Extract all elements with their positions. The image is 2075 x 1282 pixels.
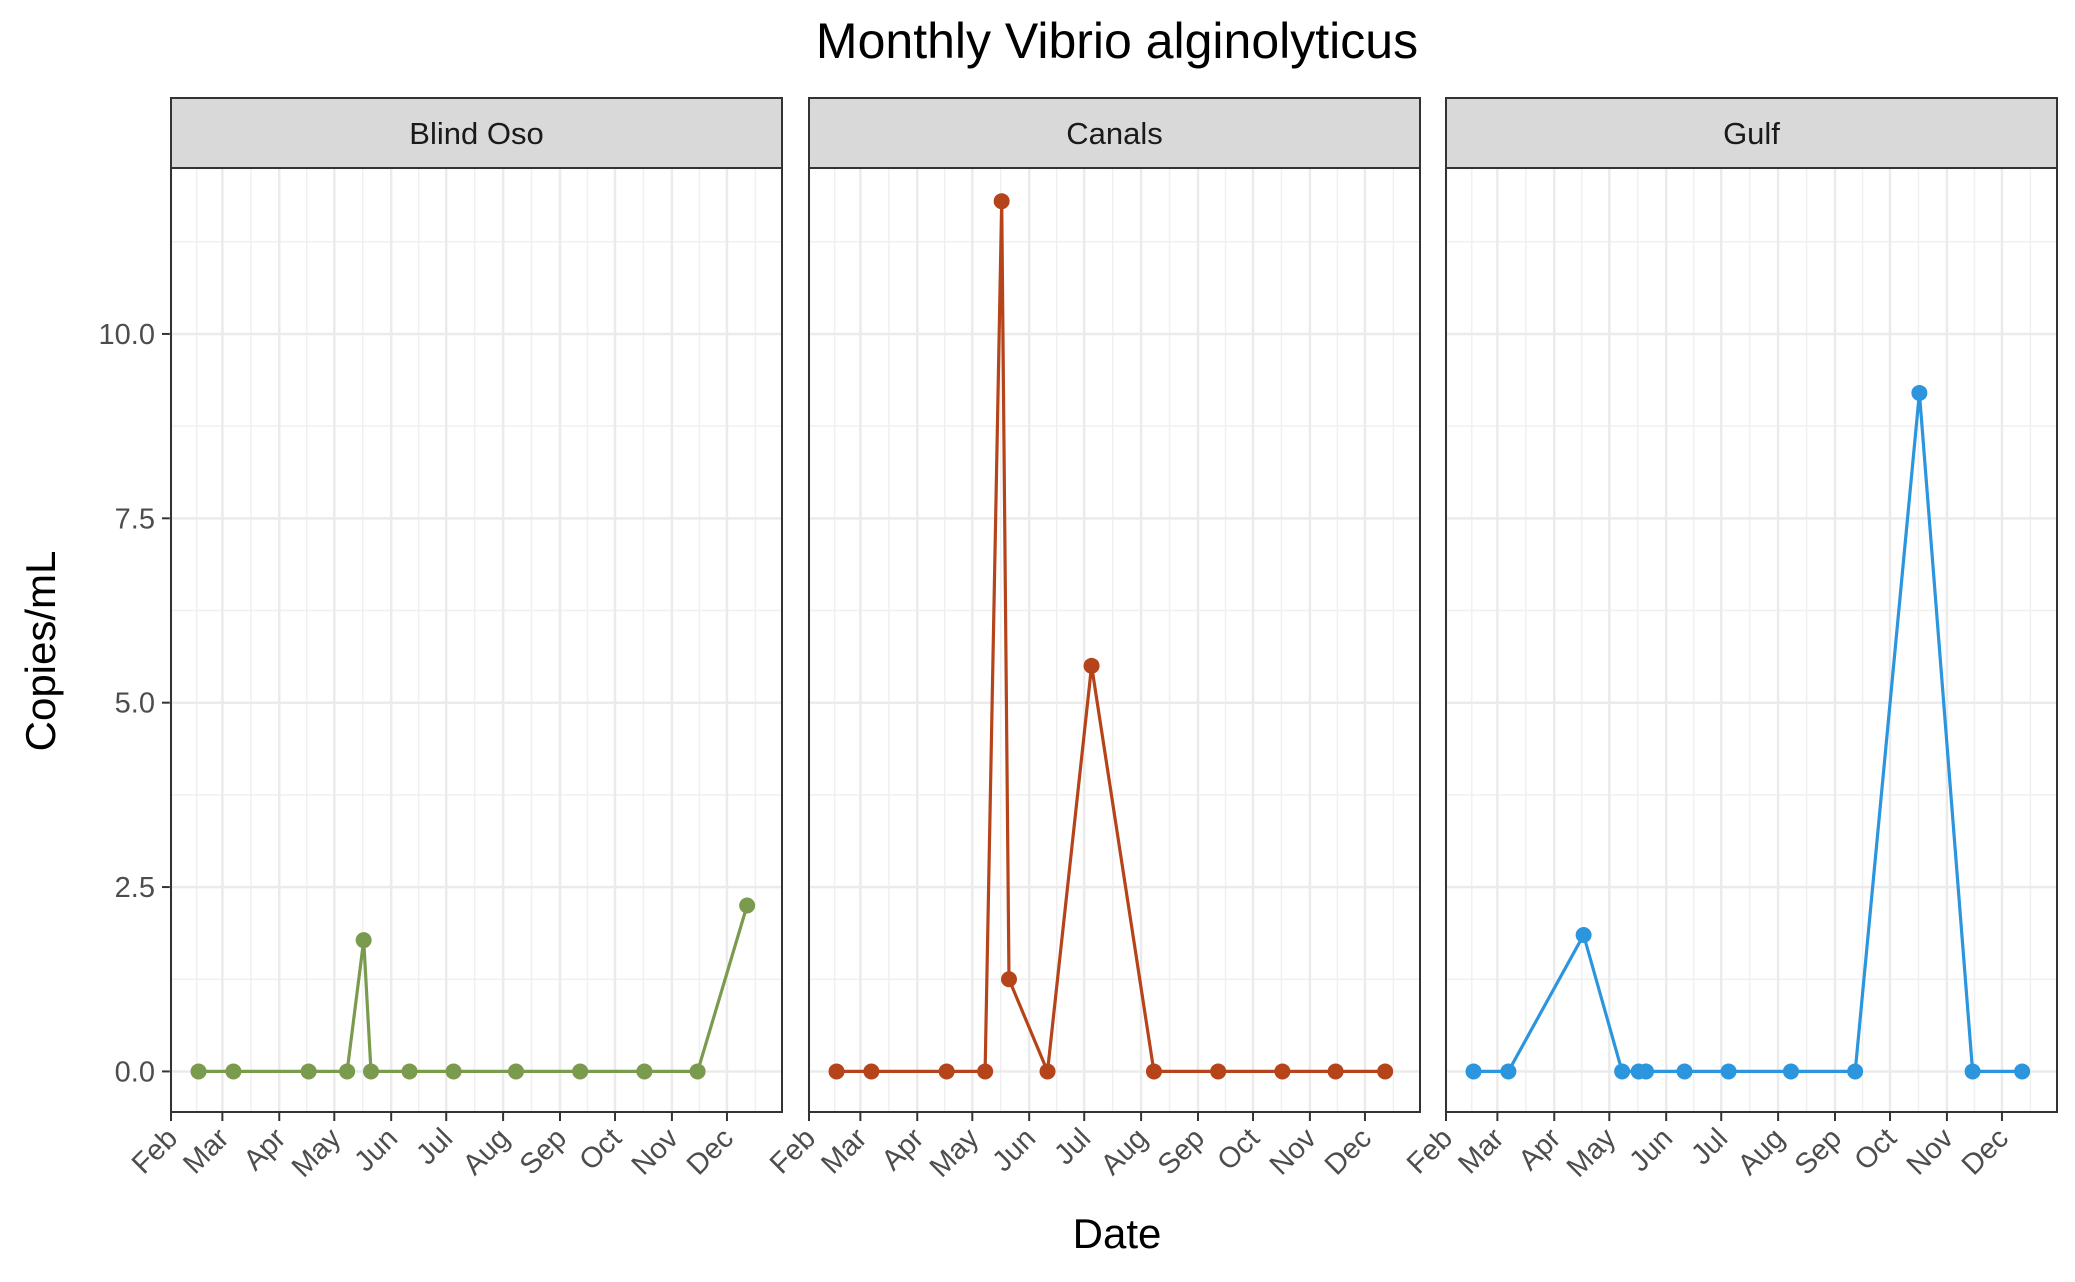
x-tick-label: Feb: [1401, 1122, 1459, 1180]
data-point: [1083, 657, 1100, 674]
data-point: [938, 1063, 955, 1080]
data-point: [828, 1063, 845, 1080]
data-point: [445, 1063, 462, 1080]
x-tick-label: Mar: [1452, 1122, 1510, 1180]
x-tick-label: Jul: [410, 1122, 459, 1171]
x-tick-label: Sep: [514, 1122, 573, 1181]
x-tick-label: Mar: [177, 1122, 235, 1180]
data-point: [1327, 1063, 1344, 1080]
y-tick-label: 10.0: [99, 319, 155, 351]
panel-border: [808, 167, 1421, 1113]
x-tick-label: Feb: [764, 1122, 822, 1180]
x-tick-label: Apr: [876, 1122, 931, 1177]
facet-strip: [1445, 97, 2058, 169]
x-tick-label: Aug: [1732, 1122, 1791, 1181]
facet-strip-label: Blind Oso: [409, 116, 543, 151]
panel-border: [170, 167, 783, 1113]
data-point: [1964, 1063, 1981, 1080]
y-tick-label: 5.0: [115, 688, 155, 720]
x-tick-label: Jun: [348, 1122, 404, 1178]
x-tick-label: Dec: [681, 1122, 740, 1181]
data-point: [507, 1063, 524, 1080]
data-point: [572, 1063, 589, 1080]
facet-strip-label: Gulf: [1723, 116, 1780, 151]
data-point: [1274, 1063, 1291, 1080]
x-tick-label: Mar: [815, 1122, 873, 1180]
y-axis-title: Copies/mL: [17, 551, 64, 752]
data-point: [1782, 1063, 1799, 1080]
x-axis-title: Date: [1073, 1210, 1162, 1257]
data-point: [977, 1063, 994, 1080]
x-tick-label: Aug: [1095, 1122, 1154, 1181]
data-point: [863, 1063, 880, 1080]
data-point: [993, 193, 1010, 210]
chart-title: Monthly Vibrio alginolyticus: [816, 13, 1418, 69]
y-tick-label: 7.5: [115, 503, 155, 535]
data-point: [225, 1063, 242, 1080]
y-tick-label: 0.0: [115, 1056, 155, 1088]
x-tick-label: Dec: [1956, 1122, 2015, 1181]
data-point: [1377, 1063, 1394, 1080]
x-tick-label: Sep: [1789, 1122, 1848, 1181]
x-tick-label: May: [1561, 1122, 1623, 1184]
data-point: [1000, 971, 1017, 988]
data-point: [300, 1063, 317, 1080]
data-point: [1039, 1063, 1056, 1080]
series-line: [198, 905, 749, 1074]
x-tick-label: Feb: [126, 1122, 184, 1180]
x-tick-label: Sep: [1152, 1122, 1211, 1181]
x-tick-label: Oct: [573, 1122, 628, 1177]
facet-strip: [808, 97, 1421, 169]
x-tick-label: Jun: [1623, 1122, 1679, 1178]
data-point: [1500, 1063, 1517, 1080]
data-point: [739, 897, 756, 914]
x-tick-label: Jul: [1685, 1122, 1734, 1171]
x-tick-label: Nov: [1901, 1122, 1960, 1181]
data-point: [1145, 1063, 1162, 1080]
x-tick-label: Jun: [986, 1122, 1042, 1178]
data-point: [362, 1063, 379, 1080]
x-tick-label: Nov: [626, 1122, 685, 1181]
series-line: [836, 199, 1386, 1074]
data-point: [1575, 927, 1592, 943]
x-tick-label: Jul: [1048, 1122, 1097, 1171]
x-tick-label: Apr: [238, 1122, 293, 1177]
x-tick-label: May: [286, 1122, 348, 1184]
x-tick-label: Nov: [1264, 1122, 1323, 1181]
x-tick-label: May: [924, 1122, 986, 1184]
facet-strip-label: Canals: [1066, 116, 1163, 151]
data-point: [689, 1063, 706, 1080]
data-point: [1210, 1063, 1227, 1080]
data-point: [190, 1063, 207, 1080]
data-point: [355, 932, 372, 949]
data-point: [401, 1063, 418, 1080]
y-tick-label: 2.5: [115, 872, 155, 904]
data-point: [1676, 1063, 1693, 1080]
x-tick-label: Oct: [1848, 1122, 1903, 1177]
x-tick-label: Apr: [1513, 1122, 1568, 1177]
data-point: [1847, 1063, 1864, 1080]
data-point: [2014, 1063, 2031, 1080]
data-point: [339, 1063, 356, 1080]
x-tick-label: Oct: [1211, 1122, 1266, 1177]
data-point: [1637, 1063, 1654, 1080]
data-point: [1614, 1063, 1631, 1080]
data-point: [1720, 1063, 1737, 1080]
data-point: [1465, 1063, 1482, 1080]
data-point: [636, 1063, 653, 1080]
data-point: [1911, 384, 1928, 401]
series-line: [1473, 391, 2023, 1074]
facet-strip: [170, 97, 783, 169]
x-tick-label: Dec: [1319, 1122, 1378, 1181]
x-tick-label: Aug: [457, 1122, 516, 1181]
